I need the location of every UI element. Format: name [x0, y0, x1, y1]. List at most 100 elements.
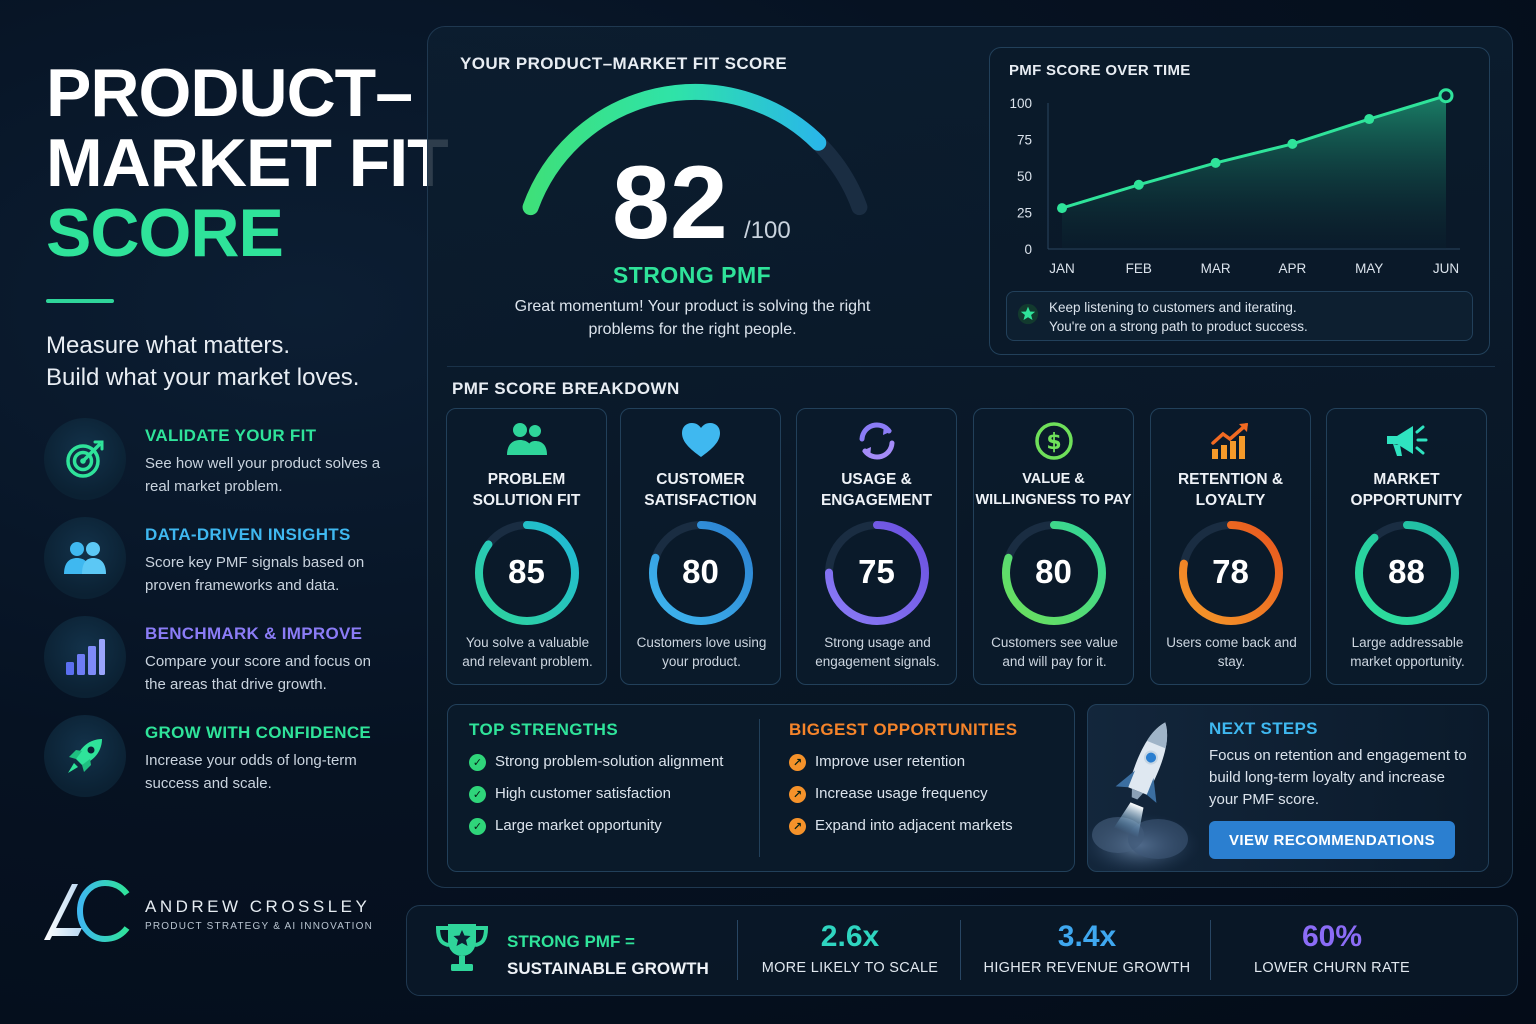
metric-value: 75: [858, 553, 895, 590]
footer-title: STRONG PMF = SUSTAINABLE GROWTH: [507, 928, 709, 982]
check-icon: ✓: [469, 786, 486, 803]
hero-divider: [46, 299, 114, 303]
opportunities-title: BIGGEST OPPORTUNITIES: [789, 720, 1018, 739]
opportunity-text: Increase usage frequency: [815, 785, 988, 802]
tagline: Measure what matters. Build what your ma…: [46, 330, 359, 394]
data-point: [1133, 179, 1144, 190]
metric-title-line2: SATISFACTION: [644, 492, 757, 509]
data-point: [1210, 157, 1221, 168]
stat-label-scale: MORE LIKELY TO SCALE: [761, 960, 939, 976]
arrow-up-right-icon: ↗: [789, 754, 806, 771]
x-tick-label: JUN: [1433, 261, 1459, 276]
x-tick-label: MAY: [1355, 261, 1383, 276]
view-recommendations-button[interactable]: VIEW RECOMMENDATIONS: [1209, 821, 1455, 859]
bar-chart-icon: [44, 616, 126, 698]
footer-stats-bar: [406, 905, 1518, 996]
people-icon: [447, 421, 606, 461]
metric-desc: Strong usage and engagement signals.: [815, 635, 940, 669]
ring-fill: [649, 521, 753, 625]
metric-card-problem-solution: PROBLEM SOLUTION FIT 85 You solve a valua…: [446, 408, 607, 685]
series-area: [1062, 95, 1446, 249]
metric-title-line2: ENGAGEMENT: [820, 492, 933, 509]
stat-value-scale: 2.6x: [820, 920, 880, 953]
ring-fill: [1002, 521, 1106, 625]
metric-title: RETENTION & LOYALTY: [1151, 469, 1310, 511]
metric-title-line2: WILLINGNESS TO PAY: [975, 492, 1132, 508]
stat-label-revenue: HIGHER REVENUE GROWTH: [983, 960, 1191, 976]
feature-desc: Increase your odds of long-term success …: [145, 752, 357, 792]
metric-title-line1: VALUE &: [1022, 471, 1085, 487]
series-line: [1061, 94, 1447, 210]
metric-desc: Users come back and stay.: [1166, 635, 1297, 669]
score-section-label: YOUR PRODUCT–MARKET FIT SCORE: [460, 54, 788, 73]
footer-title-line2: SUSTAINABLE GROWTH: [507, 959, 709, 978]
metric-title-line1: RETENTION &: [1177, 471, 1284, 488]
strengths-title: TOP STRENGTHS: [469, 720, 619, 739]
users-icon: [44, 517, 126, 599]
x-tick-label: APR: [1279, 261, 1307, 276]
feature-insights: DATA-DRIVEN INSIGHTS Score key PMF signa…: [44, 517, 394, 601]
pmf-score-value: 82: [612, 145, 728, 261]
arrow-up-right-icon: ↗: [789, 818, 806, 835]
arrow-up-right-icon: ↗: [789, 786, 806, 803]
metric-title: PROBLEM SOLUTION FIT: [447, 469, 606, 511]
next-steps-desc: Focus on retention and engagement to bui…: [1209, 747, 1467, 808]
rocket-launch-icon: [1088, 722, 1200, 871]
feature-title: GROW WITH CONFIDENCE: [145, 723, 372, 742]
metric-title-line1: USAGE &: [841, 471, 912, 488]
pmf-status: STRONG PMF: [612, 262, 772, 288]
opportunity-text: Improve user retention: [815, 753, 966, 770]
feature-title: DATA-DRIVEN INSIGHTS: [145, 525, 351, 544]
metric-title: VALUE & WILLINGNESS TO PAY: [974, 469, 1133, 511]
dollar-icon: $: [974, 421, 1133, 461]
strength-text: Strong problem-solution alignment: [495, 753, 724, 770]
ring-fill: [825, 521, 929, 625]
star-icon: [1017, 303, 1039, 325]
metric-value: 80: [682, 553, 719, 590]
refresh-icon: [797, 421, 956, 461]
metric-value: 85: [508, 553, 545, 590]
pmf-score-max: /100: [744, 217, 791, 244]
metric-value: 80: [1035, 553, 1072, 590]
megaphone-icon: [1327, 421, 1486, 461]
y-tick-label: 100: [1009, 96, 1032, 111]
tagline-line2: Build what your market loves.: [46, 364, 360, 391]
metric-desc: Customers love using your product.: [636, 635, 767, 669]
metric-title-line1: MARKET: [1373, 471, 1440, 488]
tagline-line1: Measure what matters.: [46, 332, 291, 359]
metric-card-customer-satisfaction: CUSTOMER SATISFACTION 80 Customers love u…: [620, 408, 781, 685]
rocket-icon: [44, 715, 126, 797]
svg-text:$: $: [1046, 430, 1061, 455]
y-tick-label: 75: [1017, 133, 1032, 148]
feature-grow: GROW WITH CONFIDENCE Increase your odds …: [44, 715, 394, 799]
tip-text: Keep listening to customers and iteratin…: [1049, 298, 1308, 336]
strength-text: High customer satisfaction: [495, 785, 671, 802]
chart-title: PMF SCORE OVER TIME: [1009, 62, 1191, 79]
metric-value: 88: [1388, 553, 1425, 590]
data-point: [1438, 88, 1454, 104]
column-divider: [759, 719, 760, 857]
metric-title: MARKET OPPORTUNITY: [1327, 469, 1486, 511]
score-gauge: [522, 84, 868, 216]
metric-title-line2: LOYALTY: [1195, 492, 1266, 509]
target-icon: [44, 418, 126, 500]
breakdown-label: PMF SCORE BREAKDOWN: [452, 379, 680, 398]
x-tick-label: JAN: [1049, 261, 1075, 276]
y-tick-label: 50: [1017, 169, 1032, 184]
metric-title-line1: CUSTOMER: [656, 471, 745, 488]
y-tick-label: 0: [1024, 242, 1032, 257]
footer-title-line1: STRONG PMF =: [507, 932, 635, 951]
hero-title-line2: MARKET FIT: [46, 125, 449, 201]
hero-title-line1: PRODUCT–: [46, 55, 413, 131]
stat-value-churn: 60%: [1301, 920, 1363, 953]
feature-validate: VALIDATE YOUR FIT See how well your prod…: [44, 418, 394, 502]
data-point: [1287, 138, 1298, 149]
tip-box: [1006, 291, 1473, 341]
footer-divider: [1210, 920, 1211, 980]
feature-title: VALIDATE YOUR FIT: [145, 426, 317, 445]
hero-title-line3: SCORE: [46, 195, 284, 271]
strength-text: Large market opportunity: [495, 817, 662, 834]
feature-desc: Compare your score and focus on the area…: [145, 653, 371, 693]
feature-title: BENCHMARK & IMPROVE: [145, 624, 363, 643]
metric-value: 78: [1212, 553, 1249, 590]
